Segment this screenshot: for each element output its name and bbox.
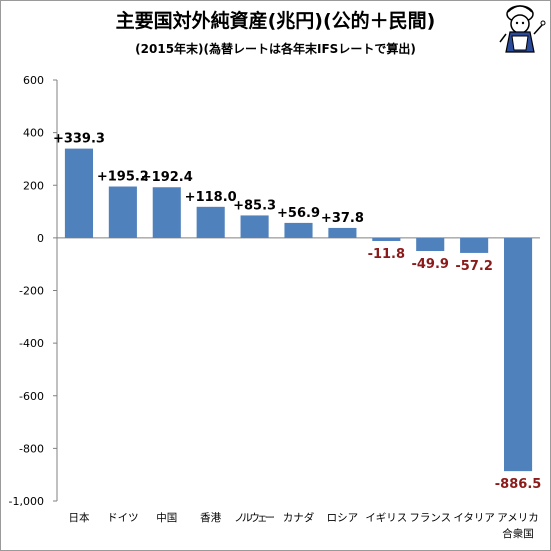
bar (240, 215, 269, 238)
x-tick-label: ドイツ (107, 512, 139, 524)
y-tick-label: 600 (23, 74, 44, 87)
data-label: +56.9 (277, 206, 320, 221)
y-tick-label: -200 (19, 285, 44, 298)
x-tick-label: アメリカ合衆国 (497, 512, 538, 540)
bar (196, 206, 225, 238)
y-tick-label: -800 (19, 442, 44, 455)
bar (328, 227, 357, 238)
chart-title: 主要国対外純資産(兆円)(公的＋民間) (115, 10, 436, 32)
bar (64, 148, 94, 238)
data-label: -49.9 (411, 257, 448, 272)
x-tick-label: 日本 (68, 511, 89, 524)
x-tick-label: イギリス (365, 512, 407, 524)
mascot-icon (499, 5, 546, 53)
x-tick-label: カナダ (283, 511, 315, 524)
bar (152, 187, 181, 238)
y-tick-label: 200 (23, 179, 44, 192)
data-label: -57.2 (455, 259, 492, 274)
bar (284, 222, 313, 238)
data-label: -11.8 (368, 247, 405, 262)
data-label: +118.0 (185, 190, 237, 205)
x-tick-label: ロシア (327, 512, 359, 524)
x-tick-label: フランス (409, 512, 451, 524)
data-label: -886.5 (495, 477, 542, 492)
y-tick-label: 400 (23, 127, 44, 140)
bar (108, 186, 137, 238)
bar (416, 237, 445, 252)
data-label: +85.3 (233, 198, 276, 213)
chart-subtitle: (2015年末)(為替レートは各年末IFSレートで算出) (135, 42, 416, 56)
y-tick-label: 0 (37, 232, 44, 245)
bar (460, 237, 489, 253)
data-label: +37.8 (321, 211, 364, 226)
x-tick-label: イタリア (453, 512, 495, 524)
bar (372, 237, 401, 241)
y-tick-label: -400 (19, 337, 44, 350)
data-label: +195.2 (97, 170, 149, 185)
x-tick-label: 香港 (200, 512, 221, 524)
data-label: +192.4 (141, 170, 193, 185)
data-label: +339.3 (53, 132, 105, 147)
y-tick-label: -1,000 (9, 495, 44, 508)
x-tick-label: ノルウェー (234, 512, 275, 524)
y-tick-label: -600 (19, 390, 44, 403)
x-tick-label: 中国 (156, 511, 177, 524)
bar (503, 237, 533, 472)
